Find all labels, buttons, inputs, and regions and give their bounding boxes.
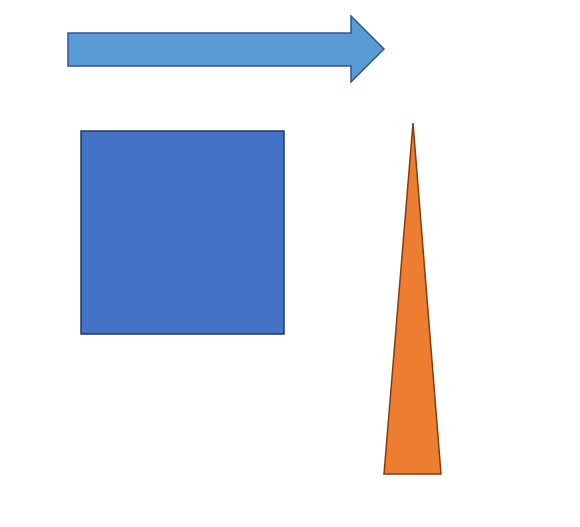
- triangle-shape: [383, 122, 442, 475]
- right-arrow-shape: [67, 14, 386, 84]
- square-shape: [80, 130, 285, 335]
